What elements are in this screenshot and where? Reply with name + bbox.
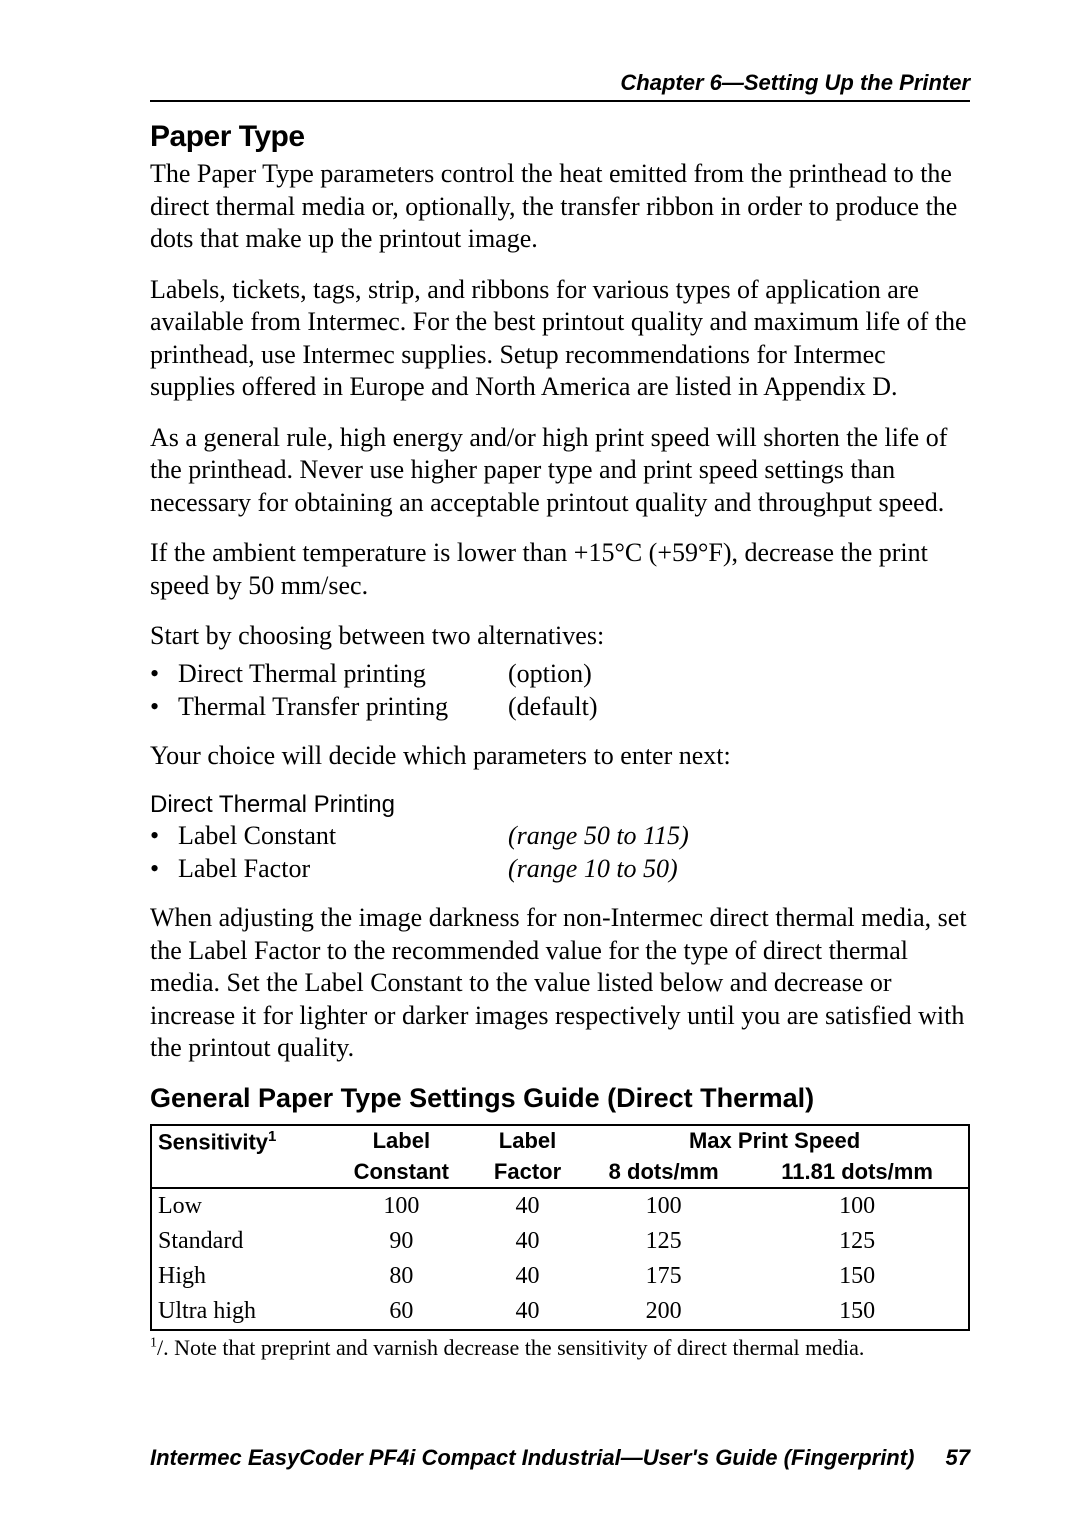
option-value: (default) — [508, 690, 708, 724]
footer-page-number: 57 — [946, 1445, 970, 1471]
subheading-direct-thermal-printing: Direct Thermal Printing — [150, 791, 970, 819]
option-row-direct-thermal: • Direct Thermal printing (option) — [150, 657, 970, 691]
cell-factor: 40 — [474, 1259, 581, 1294]
option-label: Thermal Transfer printing — [178, 690, 508, 724]
th-constant: Constant — [329, 1157, 474, 1188]
cell-sensitivity: High — [151, 1259, 329, 1294]
footer-title: Intermec EasyCoder PF4i Compact Industri… — [150, 1445, 914, 1471]
bullet-icon: • — [150, 690, 178, 724]
range-label: Label Constant — [178, 819, 508, 853]
cell-constant: 80 — [329, 1259, 474, 1294]
cell-constant: 90 — [329, 1224, 474, 1259]
th-label-top-2: Label — [474, 1125, 581, 1157]
th-sensitivity: Sensitivity1 — [151, 1125, 329, 1157]
th-1181dots: 11.81 dots/mm — [746, 1157, 969, 1188]
table-row: Ultra high 60 40 200 150 — [151, 1294, 969, 1330]
cell-1181dots: 150 — [746, 1294, 969, 1330]
option-value: (option) — [508, 657, 708, 691]
bullet-icon: • — [150, 819, 178, 853]
paragraph-7: When adjusting the image darkness for no… — [150, 902, 970, 1065]
range-label: Label Factor — [178, 852, 508, 886]
cell-factor: 40 — [474, 1224, 581, 1259]
range-value: (range 10 to 50) — [508, 852, 678, 886]
cell-8dots: 125 — [581, 1224, 746, 1259]
table-footnote: 1/. Note that preprint and varnish decre… — [150, 1335, 970, 1361]
th-factor: Factor — [474, 1157, 581, 1188]
cell-1181dots: 100 — [746, 1188, 969, 1224]
cell-8dots: 100 — [581, 1188, 746, 1224]
th-label-top: Label — [329, 1125, 474, 1157]
cell-1181dots: 150 — [746, 1259, 969, 1294]
cell-constant: 60 — [329, 1294, 474, 1330]
paragraph-3: As a general rule, high energy and/or hi… — [150, 422, 970, 520]
chapter-header: Chapter 6—Setting Up the Printer — [150, 70, 970, 96]
settings-table: Sensitivity1 Label Label Max Print Speed… — [150, 1124, 970, 1331]
page-footer: Intermec EasyCoder PF4i Compact Industri… — [150, 1445, 970, 1471]
divider-top — [150, 100, 970, 102]
cell-8dots: 200 — [581, 1294, 746, 1330]
paragraph-2: Labels, tickets, tags, strip, and ribbon… — [150, 274, 970, 404]
cell-sensitivity: Standard — [151, 1224, 329, 1259]
th-max-print-speed: Max Print Speed — [581, 1125, 969, 1157]
table-row: Standard 90 40 125 125 — [151, 1224, 969, 1259]
range-row-label-factor: • Label Factor (range 10 to 50) — [150, 852, 970, 886]
cell-constant: 100 — [329, 1188, 474, 1224]
cell-1181dots: 125 — [746, 1224, 969, 1259]
th-blank — [151, 1157, 329, 1188]
cell-factor: 40 — [474, 1188, 581, 1224]
table-row: High 80 40 175 150 — [151, 1259, 969, 1294]
bullet-icon: • — [150, 852, 178, 886]
paragraph-4: If the ambient temperature is lower than… — [150, 537, 970, 602]
range-value: (range 50 to 115) — [508, 819, 689, 853]
page: Chapter 6—Setting Up the Printer Paper T… — [0, 0, 1080, 1529]
cell-factor: 40 — [474, 1294, 581, 1330]
cell-sensitivity: Ultra high — [151, 1294, 329, 1330]
cell-8dots: 175 — [581, 1259, 746, 1294]
option-label: Direct Thermal printing — [178, 657, 508, 691]
th-8dots: 8 dots/mm — [581, 1157, 746, 1188]
cell-sensitivity: Low — [151, 1188, 329, 1224]
section-heading-paper-type: Paper Type — [150, 120, 970, 154]
paragraph-6: Your choice will decide which parameters… — [150, 740, 970, 773]
table-title: General Paper Type Settings Guide (Direc… — [150, 1083, 970, 1114]
range-row-label-constant: • Label Constant (range 50 to 115) — [150, 819, 970, 853]
paragraph-1: The Paper Type parameters control the he… — [150, 158, 970, 256]
table-row: Low 100 40 100 100 — [151, 1188, 969, 1224]
paragraph-5: Start by choosing between two alternativ… — [150, 620, 970, 653]
bullet-icon: • — [150, 657, 178, 691]
option-row-thermal-transfer: • Thermal Transfer printing (default) — [150, 690, 970, 724]
